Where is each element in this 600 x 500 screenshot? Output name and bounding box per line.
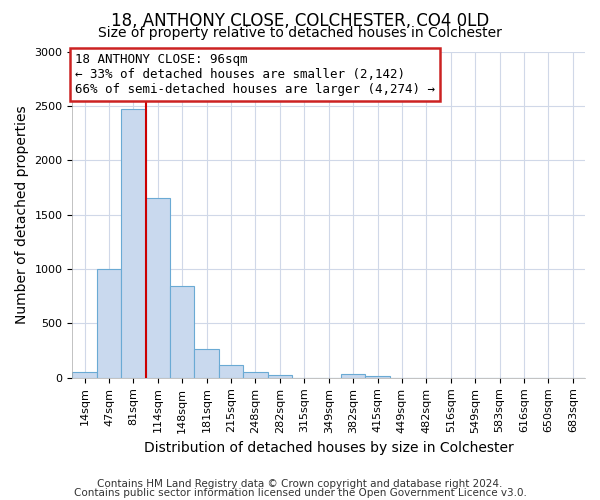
Bar (243, 372, 268, 378)
Text: 18 ANTHONY CLOSE: 96sqm
← 33% of detached houses are smaller (2,142)
66% of semi: 18 ANTHONY CLOSE: 96sqm ← 33% of detache… (75, 53, 435, 96)
Text: 18, ANTHONY CLOSE, COLCHESTER, CO4 0LD: 18, ANTHONY CLOSE, COLCHESTER, CO4 0LD (111, 12, 489, 30)
Text: Contains public sector information licensed under the Open Government Licence v3: Contains public sector information licen… (74, 488, 526, 498)
Y-axis label: Number of detached properties: Number of detached properties (15, 106, 29, 324)
Bar (73, 372, 97, 378)
Text: Size of property relative to detached houses in Colchester: Size of property relative to detached ho… (98, 26, 502, 40)
Bar (170, 286, 194, 378)
Bar (341, 374, 365, 378)
Bar (268, 374, 292, 378)
Bar (121, 108, 146, 378)
Bar (194, 349, 219, 378)
Text: Contains HM Land Registry data © Crown copyright and database right 2024.: Contains HM Land Registry data © Crown c… (97, 479, 503, 489)
Bar (97, 269, 121, 378)
Bar (219, 365, 243, 378)
Bar (146, 198, 170, 378)
X-axis label: Distribution of detached houses by size in Colchester: Distribution of detached houses by size … (144, 441, 514, 455)
Bar (365, 376, 390, 378)
